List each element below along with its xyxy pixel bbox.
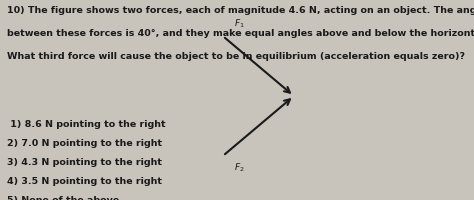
Text: $F_2$: $F_2$ — [234, 162, 245, 174]
Text: $F_1$: $F_1$ — [234, 18, 245, 30]
Text: 3) 4.3 N pointing to the right: 3) 4.3 N pointing to the right — [7, 158, 162, 167]
Text: 10) The figure shows two forces, each of magnitude 4.6 N, acting on an object. T: 10) The figure shows two forces, each of… — [7, 6, 474, 15]
Text: 1) 8.6 N pointing to the right: 1) 8.6 N pointing to the right — [7, 120, 166, 129]
Text: 4) 3.5 N pointing to the right: 4) 3.5 N pointing to the right — [7, 177, 162, 186]
Text: 2) 7.0 N pointing to the right: 2) 7.0 N pointing to the right — [7, 139, 162, 148]
Text: What third force will cause the object to be in equilibrium (acceleration equals: What third force will cause the object t… — [7, 52, 465, 61]
Text: 5) None of the above: 5) None of the above — [7, 196, 119, 200]
Text: between these forces is 40°, and they make equal angles above and below the hori: between these forces is 40°, and they ma… — [7, 29, 474, 38]
